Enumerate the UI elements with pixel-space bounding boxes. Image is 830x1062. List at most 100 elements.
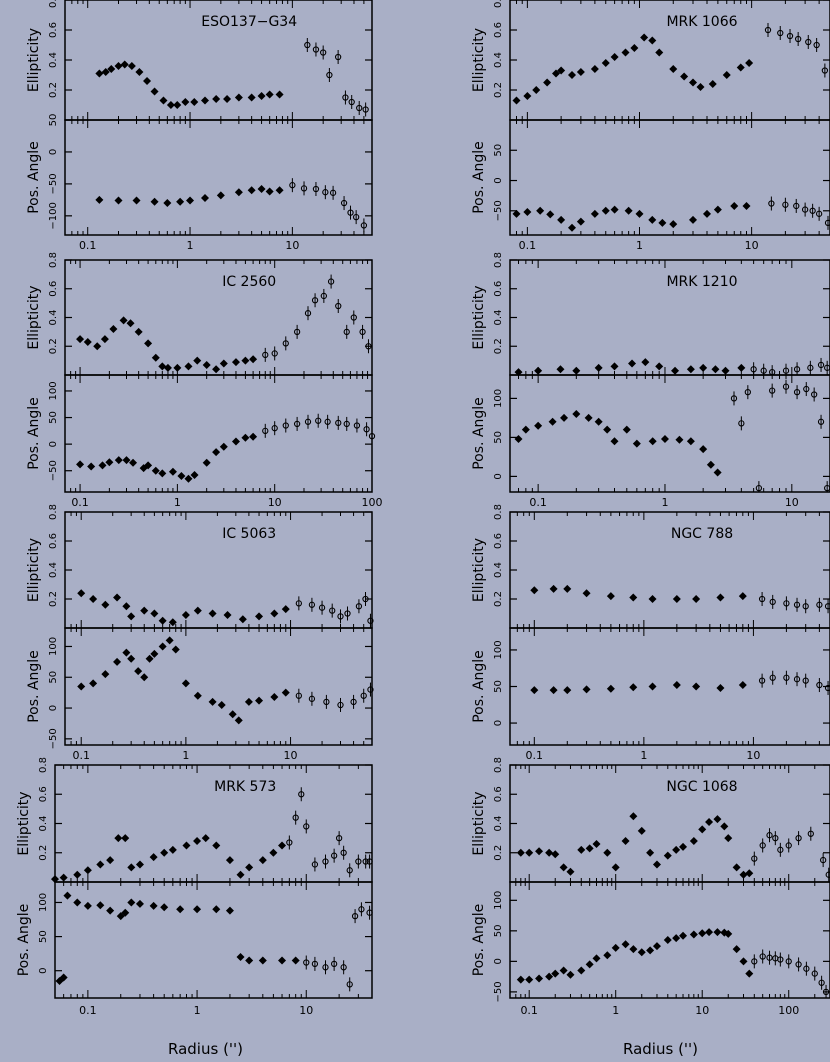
data-point-open: [271, 425, 278, 432]
y-axis-label: Ellipticity: [26, 28, 42, 92]
y-tick-label: 0.6: [493, 281, 504, 297]
data-point-open: [312, 46, 320, 53]
data-point: [275, 90, 284, 99]
data-point-open: [340, 199, 348, 207]
panel-frame: [64, 627, 373, 746]
y-tick-label: 0.2: [493, 591, 504, 607]
data-point: [672, 681, 681, 690]
data-point-open: [759, 842, 766, 849]
data-point: [722, 71, 731, 79]
y-tick-label: 50: [493, 680, 504, 693]
data-point: [548, 417, 557, 426]
panel-top: 0.2 0.4 0.6 0.8 Ellipticity: [16, 757, 373, 884]
data-point: [557, 66, 566, 75]
data-point: [655, 48, 664, 57]
data-point: [698, 825, 707, 834]
data-point: [184, 474, 193, 483]
data-point-open: [772, 834, 779, 842]
data-point: [742, 201, 751, 210]
data-point: [606, 592, 615, 601]
y-tick-label: 0.8: [48, 504, 59, 520]
y-tick-label: 0: [38, 968, 49, 974]
data-point: [590, 65, 599, 73]
data-point: [127, 612, 136, 621]
data-point: [606, 684, 615, 693]
data-point: [122, 648, 131, 657]
data-point: [59, 873, 68, 882]
data-point: [202, 458, 211, 467]
data-point-open: [322, 964, 329, 971]
data-point: [208, 697, 217, 706]
y-axis-label: Ellipticity: [16, 791, 32, 855]
y-tick-label: 0.8: [493, 504, 504, 520]
y-tick-label: 50: [48, 671, 59, 684]
data-point: [59, 973, 68, 982]
data-point: [278, 956, 287, 965]
data-point-open: [758, 595, 766, 603]
data-point: [127, 863, 136, 872]
data-point: [270, 609, 279, 618]
data-point: [132, 196, 141, 205]
data-point-open: [295, 600, 302, 607]
data-point: [275, 186, 284, 195]
data-point-open: [340, 849, 347, 856]
y-tick-label: 0.4: [48, 310, 59, 326]
data-point-open: [366, 909, 373, 916]
data-point: [265, 187, 274, 196]
data-point-open: [744, 389, 751, 396]
y-tick-label: 0.2: [48, 591, 59, 607]
data-point: [592, 954, 601, 963]
data-point: [95, 69, 104, 78]
data-point-open: [793, 202, 800, 210]
y-axis-label: Pos. Angle: [26, 397, 42, 470]
x-axis-label-left: Radius (''): [168, 1040, 244, 1058]
x-tick-label: 1: [636, 239, 643, 252]
data-point: [646, 848, 655, 857]
data-point-open: [289, 182, 296, 189]
x-tick-label: 10: [285, 239, 299, 252]
data-point: [186, 196, 195, 205]
data-point-open: [322, 858, 329, 865]
data-point: [530, 586, 539, 595]
data-point: [652, 860, 661, 869]
data-point: [219, 442, 228, 451]
data-point: [688, 215, 697, 224]
data-point: [122, 456, 131, 465]
data-point: [234, 716, 243, 725]
data-point: [173, 363, 182, 372]
data-point: [281, 688, 290, 697]
data-point: [738, 592, 747, 601]
data-point-open: [293, 328, 301, 336]
y-tick-label: 0.4: [493, 310, 504, 326]
y-tick-label: −50: [48, 173, 59, 194]
data-point: [89, 595, 98, 603]
data-point: [711, 365, 720, 374]
data-point: [655, 362, 664, 371]
data-point-open: [815, 210, 823, 217]
data-point: [629, 593, 638, 602]
data-point: [107, 65, 116, 73]
data-point: [201, 834, 210, 843]
data-point: [165, 636, 174, 645]
data-point: [566, 970, 575, 979]
data-point: [624, 206, 633, 215]
panel-bottom: −50 0 50 100 Pos. Angle: [26, 627, 374, 749]
data-point: [732, 863, 741, 872]
data-point: [629, 812, 638, 821]
data-point: [160, 903, 169, 912]
chart-title: MRK 573: [214, 779, 276, 795]
data-point: [151, 353, 160, 362]
data-point: [658, 218, 667, 227]
data-point: [173, 101, 182, 109]
data-point: [635, 209, 644, 218]
panel-top: 0.2 0.4 0.6 0.8 Ellipticity: [471, 504, 830, 629]
data-point: [545, 848, 554, 857]
data-point-open: [819, 856, 827, 864]
y-axis-label: Pos. Angle: [471, 650, 487, 723]
y-tick-label: 100: [48, 381, 59, 400]
data-point: [120, 60, 129, 69]
data-point: [603, 951, 612, 960]
data-point-open: [367, 617, 374, 624]
data-point: [739, 957, 748, 966]
